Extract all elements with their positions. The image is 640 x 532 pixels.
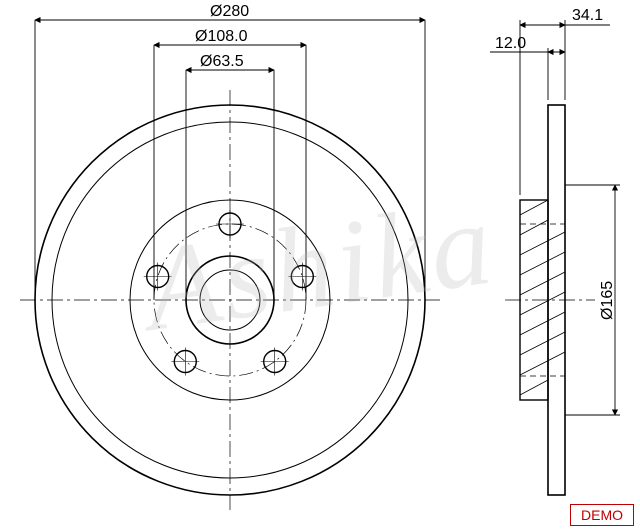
dim-side-d: Ø165 [599,281,616,320]
front-view [20,90,440,510]
dim-disc-t: 12.0 [495,35,526,52]
dim-bolt-d: Ø108.0 [195,28,248,45]
dim-overall-t: 34.1 [572,7,603,24]
demo-badge: DEMO [570,504,634,526]
dim-outer-d: Ø280 [210,3,249,20]
dim-hub-d: Ø63.5 [200,53,244,70]
side-dimensions [490,20,620,415]
side-view [505,105,595,495]
